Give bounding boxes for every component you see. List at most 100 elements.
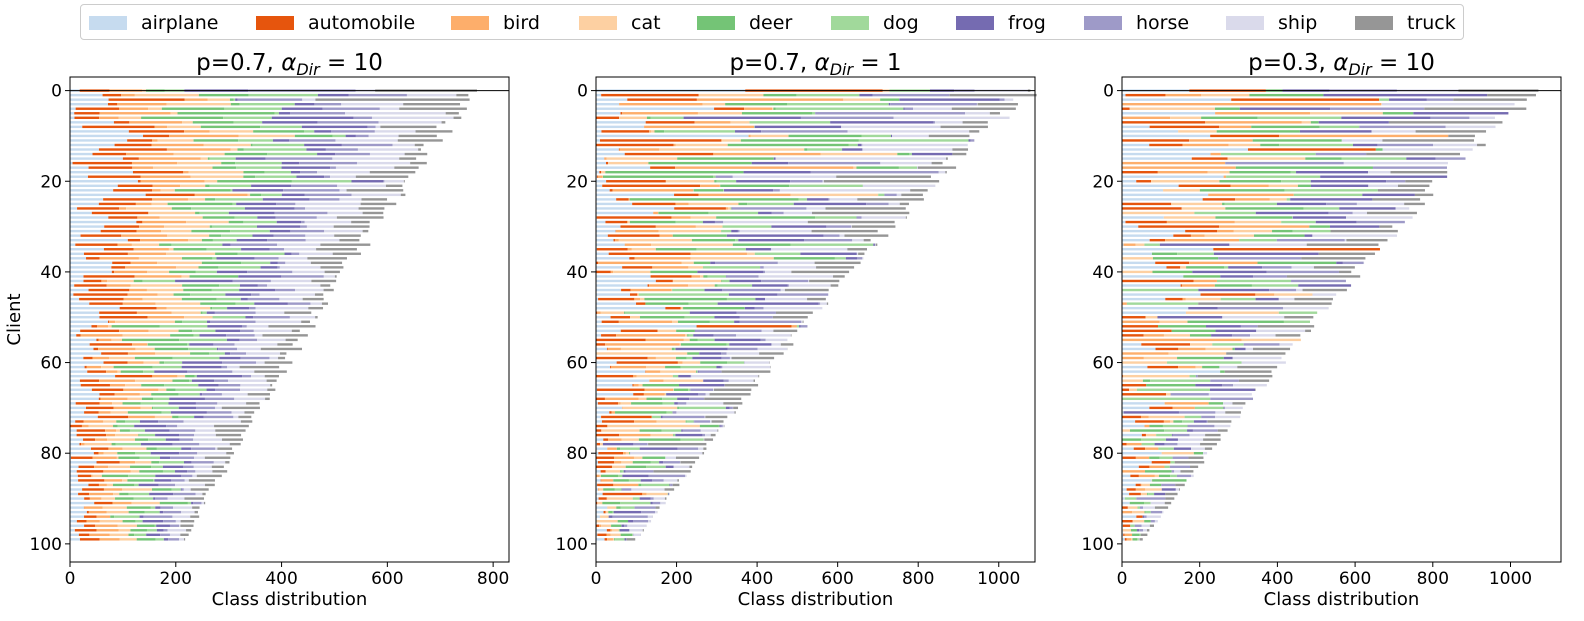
bar-segment-deer <box>631 402 663 405</box>
bar-segment-airplane <box>70 510 87 514</box>
bar-segment-bird <box>138 157 201 160</box>
bar-segment-truck <box>807 297 826 301</box>
bar-segment-dog <box>159 325 208 328</box>
bar-segment-airplane <box>596 180 607 183</box>
bar-segment-airplane <box>596 202 633 206</box>
bar-segment-ship <box>375 125 381 129</box>
bar-segment-bird <box>1122 103 1382 106</box>
bar-segment-automobile <box>603 438 609 441</box>
bar-segment-deer <box>611 524 622 527</box>
bar-segment-truck <box>733 406 739 410</box>
bar-segment-deer <box>1235 166 1373 169</box>
bar-segment-horse <box>775 157 777 160</box>
bar-segment-cat <box>600 311 625 314</box>
bar-segment-automobile <box>596 343 606 346</box>
bar-segment-truck <box>315 316 318 319</box>
bar-segment-deer <box>221 161 236 165</box>
bar-segment-horse <box>213 343 235 346</box>
bar-segment-deer <box>1253 234 1305 237</box>
bar-segment-airplane <box>1122 497 1125 500</box>
bar-segment-horse <box>196 406 215 410</box>
bar-segment-frog <box>306 148 326 151</box>
bar-segment-truck <box>704 397 742 401</box>
bar-segment-automobile <box>86 257 100 260</box>
bar-segment-cat <box>625 452 630 455</box>
bar-segment-bird <box>156 306 167 310</box>
bar-segment-automobile <box>665 306 681 310</box>
bar-segment-truck <box>1197 374 1273 378</box>
bar-segment-dog <box>156 447 182 450</box>
bar-segment-cat <box>1145 433 1157 437</box>
bar-segment-dog <box>632 497 640 500</box>
bar-segment-frog <box>240 297 248 301</box>
bar-segment-frog <box>873 243 875 246</box>
bar-segment-bird <box>675 166 854 169</box>
bar-segment-airplane <box>70 334 77 337</box>
bar-segment-cat <box>147 270 170 274</box>
bar-segment-truck <box>188 479 215 482</box>
bar-segment-frog <box>272 139 290 142</box>
bar-segment-ship <box>1161 510 1164 514</box>
bar-segment-cat <box>1205 347 1233 351</box>
bar-segment-truck <box>214 424 249 428</box>
bar-segment-deer <box>200 302 236 305</box>
bar-segment-truck <box>254 370 287 373</box>
bar-segment-truck <box>857 198 924 201</box>
bar-segment-truck <box>1175 483 1185 487</box>
bar-segment-dog <box>789 184 863 187</box>
bar-segment-frog <box>239 284 258 287</box>
bar-segment-ship <box>374 130 416 133</box>
bar-segment-automobile <box>73 293 128 296</box>
bar-segment-dog <box>261 193 282 197</box>
bar-segment-automobile <box>75 402 100 405</box>
bar-segment-ship <box>259 293 315 296</box>
bar-segment-automobile <box>674 193 699 197</box>
bar-segment-frog <box>1318 121 1389 124</box>
bar-segment-frog <box>199 393 203 396</box>
bar-segment-cat <box>122 479 128 482</box>
legend-swatch <box>256 16 294 30</box>
bar-segment-airplane <box>70 497 85 500</box>
bar-segment-cat <box>1151 180 1220 183</box>
bar-segment-automobile <box>596 388 645 391</box>
bar-segment-frog <box>183 461 192 464</box>
bar-segment-horse <box>1140 506 1144 509</box>
bar-segment-deer <box>1152 270 1193 274</box>
bar-segment-automobile <box>1124 538 1127 541</box>
bar-segment-cat <box>1141 483 1150 487</box>
bar-segment-airplane <box>596 166 651 169</box>
bar-segment-frog <box>155 474 182 478</box>
bar-segment-horse <box>856 216 862 219</box>
bar-segment-automobile <box>632 384 634 387</box>
bar-segment-deer <box>1146 384 1196 387</box>
bar-segment-deer <box>152 406 154 410</box>
bar-segment-truck <box>952 148 969 151</box>
bar-segment-horse <box>242 374 252 378</box>
y-tick-label: 60 <box>1092 354 1114 374</box>
bar-segment-deer <box>133 279 143 283</box>
bar-segment-airplane <box>596 107 715 110</box>
bar-segment-automobile <box>600 470 606 473</box>
bar-segment-ship <box>175 483 205 487</box>
bar-segment-truck <box>204 456 231 459</box>
bar-segment-airplane <box>1122 533 1124 536</box>
bar-segment-bird <box>619 103 703 106</box>
bar-segment-deer <box>616 447 621 450</box>
bar-segment-truck <box>731 356 775 360</box>
y-tick-label: 80 <box>40 444 62 464</box>
bar-segment-deer <box>128 533 135 536</box>
bar-segment-horse <box>300 225 307 228</box>
bar-segment-airplane <box>1122 452 1162 455</box>
bar-segment-automobile <box>610 365 612 369</box>
bar-segment-horse <box>729 406 733 410</box>
bar-segment-deer <box>645 302 689 305</box>
bar-segment-automobile <box>80 329 120 333</box>
legend-swatch <box>451 16 489 30</box>
bar-segment-dog <box>796 93 860 97</box>
bar-segment-deer <box>243 170 265 174</box>
bar-segment-ship <box>269 356 279 360</box>
bar-segment-airplane <box>70 152 93 156</box>
bar-segment-dog <box>304 130 315 133</box>
bar-segment-dog <box>632 533 633 536</box>
bar-segment-truck <box>1306 243 1379 246</box>
